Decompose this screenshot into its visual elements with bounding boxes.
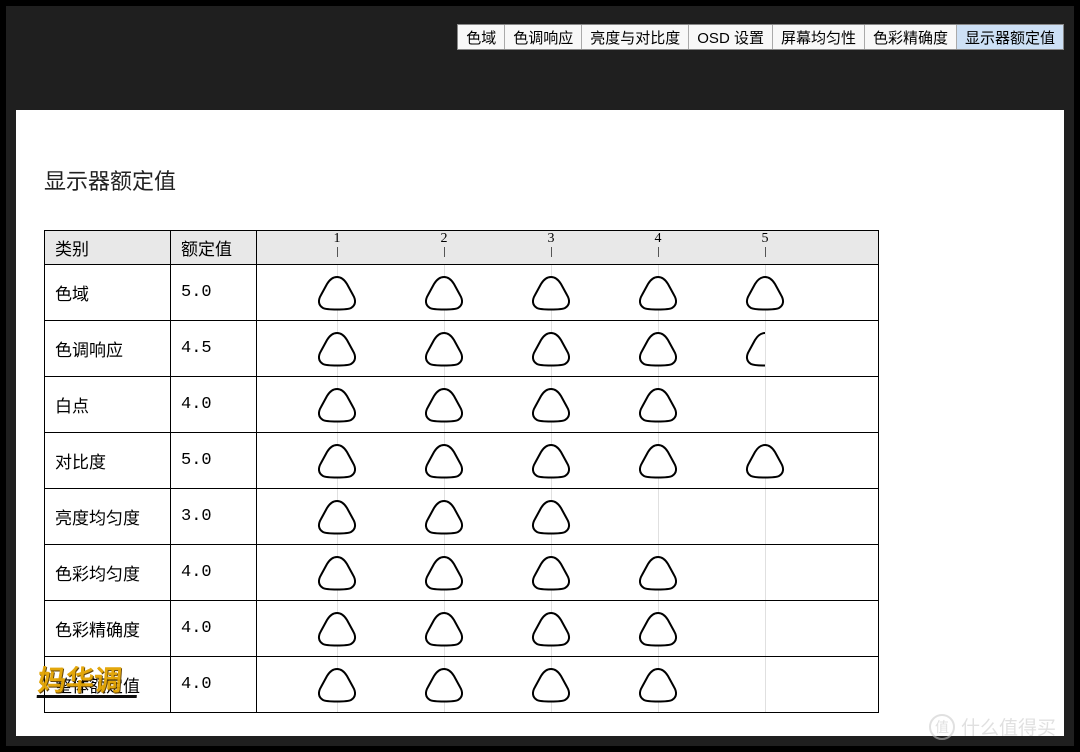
table-row: 白点4.0 — [45, 377, 879, 433]
scale-tick — [765, 247, 766, 257]
cell-category: 整体额定值 — [45, 657, 171, 713]
rating-shape-icon — [531, 499, 571, 535]
cell-rating-value: 4.5 — [171, 321, 257, 377]
cell-category: 亮度均匀度 — [45, 489, 171, 545]
rating-shape-half-icon — [745, 331, 785, 367]
tab-色域[interactable]: 色域 — [458, 25, 504, 49]
cell-rating-chart — [257, 321, 879, 377]
cell-rating-chart — [257, 489, 879, 545]
rating-shape-icon — [531, 331, 571, 367]
cell-rating-chart — [257, 265, 879, 321]
rating-table: 类别 额定值 12345 色域5.0色调响应4.5白点4.0对比度5.0亮度均匀… — [44, 230, 879, 713]
cell-category: 色彩精确度 — [45, 601, 171, 657]
rating-shape-icon — [424, 667, 464, 703]
cell-category: 白点 — [45, 377, 171, 433]
scale-number: 2 — [441, 231, 448, 247]
scale-header: 1 2 3 4 5 — [257, 231, 878, 264]
rating-shape-icon — [317, 331, 357, 367]
column-header-rating: 额定值 — [171, 231, 257, 265]
cell-rating-value: 4.0 — [171, 601, 257, 657]
tab-色调响应[interactable]: 色调响应 — [504, 25, 581, 49]
scale-tick — [551, 247, 552, 257]
cell-rating-chart — [257, 657, 879, 713]
cell-rating-value: 4.0 — [171, 657, 257, 713]
scale-number: 1 — [334, 231, 341, 247]
rating-table-body: 色域5.0色调响应4.5白点4.0对比度5.0亮度均匀度3.0色彩均匀度4.0色… — [45, 265, 879, 713]
rating-shape-icon — [531, 443, 571, 479]
rating-shape-icon — [424, 499, 464, 535]
cell-category: 对比度 — [45, 433, 171, 489]
tab-屏幕均匀性[interactable]: 屏幕均匀性 — [772, 25, 864, 49]
scale-tick — [337, 247, 338, 257]
rating-shape-icon — [531, 555, 571, 591]
rating-shape-icon — [317, 443, 357, 479]
rating-shape-icon — [638, 275, 678, 311]
cell-rating-chart — [257, 433, 879, 489]
cell-rating-chart — [257, 601, 879, 657]
cell-category: 色彩均匀度 — [45, 545, 171, 601]
rating-shape-icon — [317, 555, 357, 591]
cell-rating-value: 5.0 — [171, 265, 257, 321]
column-header-category: 类别 — [45, 231, 171, 265]
table-row: 色调响应4.5 — [45, 321, 879, 377]
rating-shape-icon — [638, 667, 678, 703]
cell-rating-value: 5.0 — [171, 433, 257, 489]
rating-shape-icon — [638, 331, 678, 367]
rating-shape-icon — [745, 275, 785, 311]
scale-number: 5 — [762, 231, 769, 247]
rating-shape-icon — [317, 611, 357, 647]
rating-shape-icon — [317, 667, 357, 703]
rating-shape-icon — [317, 275, 357, 311]
cell-rating-chart — [257, 377, 879, 433]
rating-shape-icon — [531, 667, 571, 703]
page-title: 显示器额定值 — [44, 164, 1036, 196]
table-row: 色域5.0 — [45, 265, 879, 321]
cell-rating-chart — [257, 545, 879, 601]
cell-rating-value: 4.0 — [171, 545, 257, 601]
rating-shape-icon — [638, 443, 678, 479]
rating-shape-icon — [745, 443, 785, 479]
table-row: 色彩精确度4.0 — [45, 601, 879, 657]
cell-category: 色域 — [45, 265, 171, 321]
scale-number: 3 — [548, 231, 555, 247]
table-row: 对比度5.0 — [45, 433, 879, 489]
rating-shape-icon — [424, 387, 464, 423]
scale-number: 4 — [655, 231, 662, 247]
column-header-scale: 1 2 3 4 5 — [257, 231, 879, 265]
cell-category: 色调响应 — [45, 321, 171, 377]
scale-tick — [658, 247, 659, 257]
cell-rating-value: 3.0 — [171, 489, 257, 545]
tab-色彩精确度[interactable]: 色彩精确度 — [864, 25, 956, 49]
rating-shape-icon — [531, 611, 571, 647]
rating-shape-icon — [531, 387, 571, 423]
tab-显示器额定值[interactable]: 显示器额定值 — [956, 25, 1063, 49]
rating-shape-icon — [424, 611, 464, 647]
rating-shape-icon — [638, 611, 678, 647]
table-row: 色彩均匀度4.0 — [45, 545, 879, 601]
table-row: 整体额定值4.0 — [45, 657, 879, 713]
tab-亮度与对比度[interactable]: 亮度与对比度 — [581, 25, 688, 49]
rating-shape-icon — [638, 387, 678, 423]
rating-shape-icon — [638, 555, 678, 591]
rating-shape-icon — [424, 331, 464, 367]
rating-shape-icon — [317, 387, 357, 423]
table-row: 亮度均匀度3.0 — [45, 489, 879, 545]
page-content: 显示器额定值 类别 额定值 12345 色域5.0色调响应4.5白点4.0对比度… — [16, 110, 1064, 736]
rating-shape-icon — [531, 275, 571, 311]
rating-shape-icon — [424, 555, 464, 591]
rating-shape-icon — [424, 275, 464, 311]
scale-tick — [444, 247, 445, 257]
tab-OSD 设置[interactable]: OSD 设置 — [688, 25, 772, 49]
rating-shape-icon — [317, 499, 357, 535]
tab-bar: 色域色调响应亮度与对比度OSD 设置屏幕均匀性色彩精确度显示器额定值 — [457, 24, 1064, 50]
cell-rating-value: 4.0 — [171, 377, 257, 433]
rating-shape-icon — [424, 443, 464, 479]
